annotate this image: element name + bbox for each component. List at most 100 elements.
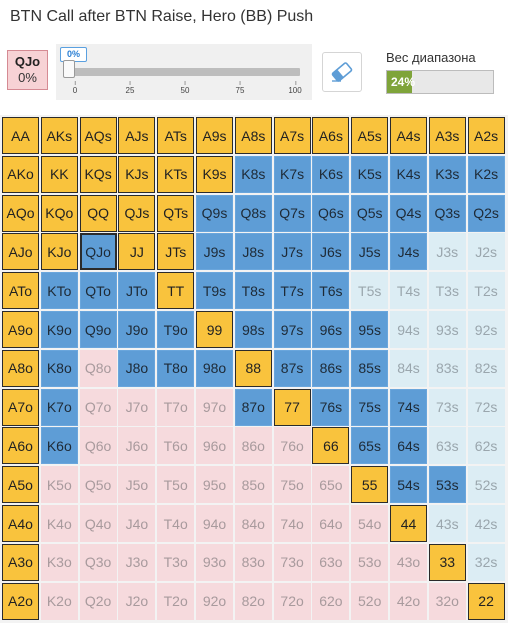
hand-cell[interactable]: 72o [273,582,311,620]
hand-cell[interactable]: 54o [351,505,389,542]
hand-cell[interactable]: A8o [2,349,39,387]
hand-cell[interactable]: 92s [467,311,505,348]
hand-cell[interactable]: 84o [234,505,272,542]
hand-cell[interactable]: 95s [351,311,389,348]
hand-cell[interactable]: K6o [40,427,78,465]
slider-track[interactable] [70,68,300,76]
hand-cell[interactable]: J2s [467,233,505,271]
hand-cell[interactable]: JJ [118,233,156,271]
hand-cell[interactable]: 74s [390,388,427,426]
hand-cell[interactable]: A3o [2,543,39,581]
hand-cell[interactable]: K2s [467,155,505,193]
hand-cell[interactable]: QQ [79,194,117,232]
hand-cell[interactable]: 73s [428,388,466,426]
hand-cell[interactable]: 52s [467,466,505,504]
hand-cell[interactable]: Q3s [428,194,466,232]
hand-cell[interactable]: T2s [467,272,505,310]
hand-cell[interactable]: 86o [234,427,272,465]
hand-cell[interactable]: K3s [428,155,466,193]
hand-cell[interactable]: 75s [351,388,389,426]
hand-cell[interactable]: Q8o [79,349,117,387]
hand-cell[interactable]: T5s [351,272,389,310]
hand-cell[interactable]: A8s [234,117,272,154]
hand-cell[interactable]: 87s [273,349,311,387]
hand-cell[interactable]: K6s [312,155,350,193]
hand-cell[interactable]: KK [40,155,78,193]
hand-cell[interactable]: J3s [428,233,466,271]
hand-cell[interactable]: 84s [390,349,427,387]
hand-cell[interactable]: 62s [467,427,505,465]
hand-cell[interactable]: 64s [390,427,427,465]
hand-cell[interactable]: ATs [157,117,195,154]
hand-cell[interactable]: 22 [467,582,505,620]
hand-cell[interactable]: K5o [40,466,78,504]
hand-cell[interactable]: 87o [234,388,272,426]
hand-cell[interactable]: J9s [196,233,233,271]
hand-cell[interactable]: A2o [2,582,39,620]
hand-cell[interactable]: 32s [467,543,505,581]
hand-cell[interactable]: QJs [118,194,156,232]
hand-cell[interactable]: J7o [118,388,156,426]
hand-cell[interactable]: T9o [157,311,195,348]
hand-cell[interactable]: AKo [2,155,39,193]
hand-cell[interactable]: Q2s [467,194,505,232]
hand-cell[interactable]: 74o [273,505,311,542]
hand-cell[interactable]: J4s [390,233,427,271]
hand-cell[interactable]: 53o [351,543,389,581]
hand-cell[interactable]: 99 [196,311,233,348]
hand-cell[interactable]: JTs [157,233,195,271]
hand-cell[interactable]: 42s [467,505,505,542]
hand-cell[interactable]: 43s [428,505,466,542]
hand-cell[interactable]: A7s [273,117,311,154]
hand-cell[interactable]: J9o [118,311,156,348]
hand-cell[interactable]: J2o [118,582,156,620]
hand-cell[interactable]: K8o [40,349,78,387]
hand-cell[interactable]: KJo [40,233,78,271]
hand-cell[interactable]: K9o [40,311,78,348]
hand-cell[interactable]: 85s [351,349,389,387]
hand-cell[interactable]: A4s [390,117,427,154]
hand-cell[interactable]: 63s [428,427,466,465]
eraser-button[interactable] [322,52,362,92]
hand-cell[interactable]: A3s [428,117,466,154]
hand-cell[interactable]: QTo [79,272,117,310]
hand-cell[interactable]: 83s [428,349,466,387]
hand-cell[interactable]: J5s [351,233,389,271]
hand-cell[interactable]: K2o [40,582,78,620]
hand-cell[interactable]: J8o [118,349,156,387]
hand-cell[interactable]: Q5o [79,466,117,504]
hand-cell[interactable]: T5o [157,466,195,504]
hand-cell[interactable]: K9s [196,155,233,193]
hand-cell[interactable]: 96o [196,427,233,465]
hand-cell[interactable]: Q7s [273,194,311,232]
hand-cell[interactable]: 93s [428,311,466,348]
hand-cell[interactable]: J4o [118,505,156,542]
hand-cell[interactable]: A5o [2,466,39,504]
hand-cell[interactable]: K4o [40,505,78,542]
hand-cell[interactable]: T2o [157,582,195,620]
hand-cell[interactable]: 42o [390,582,427,620]
hand-cell[interactable]: 54s [390,466,427,504]
hand-cell[interactable]: Q5s [351,194,389,232]
hand-cell[interactable]: 32o [428,582,466,620]
hand-cell[interactable]: J7s [273,233,311,271]
hand-cell[interactable]: 82s [467,349,505,387]
hand-cell[interactable]: 98o [196,349,233,387]
hand-cell[interactable]: Q9o [79,311,117,348]
hand-cell[interactable]: Q9s [196,194,233,232]
hand-cell[interactable]: 65s [351,427,389,465]
hand-cell[interactable]: Q7o [79,388,117,426]
hand-cell[interactable]: 95o [196,466,233,504]
hand-cell[interactable]: KJs [118,155,156,193]
hand-cell[interactable]: K7o [40,388,78,426]
hand-cell[interactable]: T7o [157,388,195,426]
hand-cell[interactable]: AQs [79,117,117,154]
hand-cell[interactable]: K5s [351,155,389,193]
hand-cell[interactable]: K8s [234,155,272,193]
hand-cell[interactable]: 98s [234,311,272,348]
hand-cell[interactable]: Q4s [390,194,427,232]
hand-cell[interactable]: 52o [351,582,389,620]
hand-cell[interactable]: 53s [428,466,466,504]
hand-cell[interactable]: 86s [312,349,350,387]
hand-cell[interactable]: Q3o [79,543,117,581]
